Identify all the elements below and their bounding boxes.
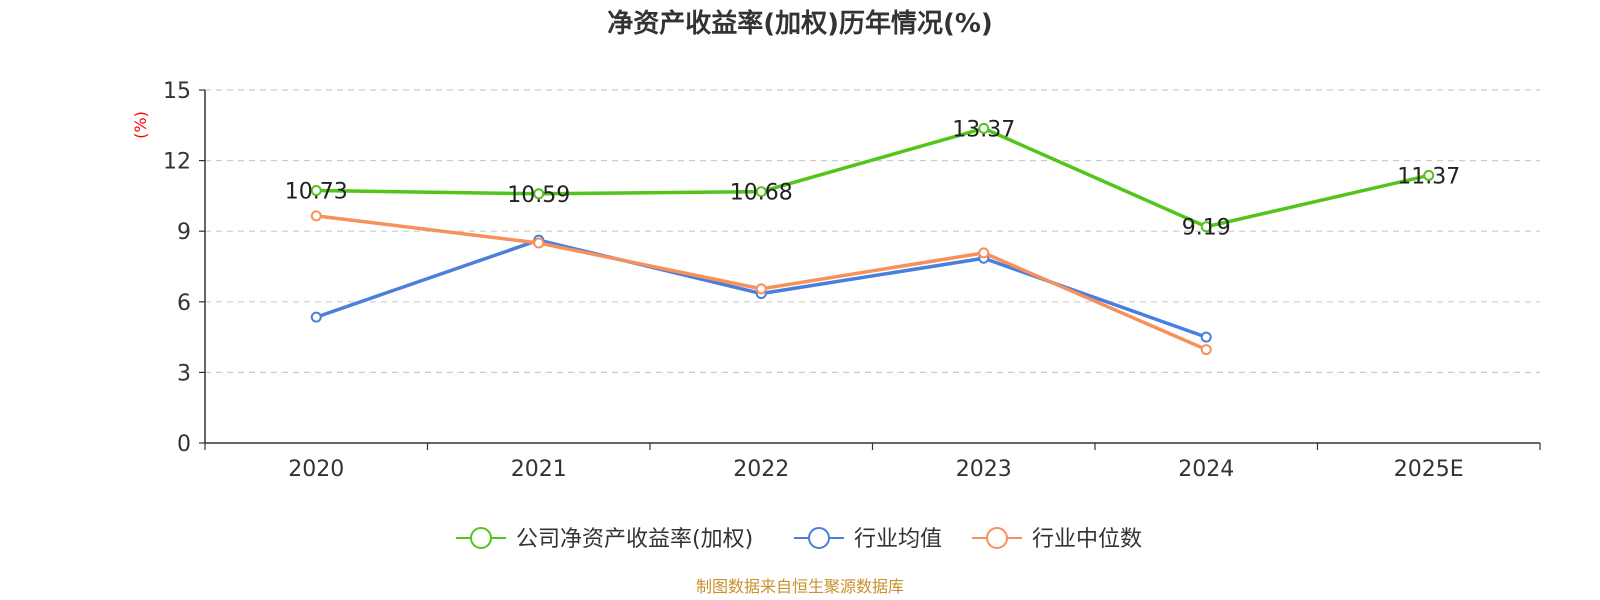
data-label-2020: 10.73 bbox=[285, 179, 348, 204]
series-line-0 bbox=[316, 126, 1430, 229]
y-tick-label-3: 3 bbox=[177, 361, 191, 386]
y-axis-unit: (%) bbox=[131, 111, 150, 139]
data-label-2024: 9.19 bbox=[1182, 216, 1231, 241]
series-0-point-2025E bbox=[1423, 169, 1435, 181]
x-tick-label-2020: 2020 bbox=[288, 457, 344, 482]
legend-label-2: 行业中位数 bbox=[1032, 527, 1142, 552]
x-tick-label-2025E: 2025E bbox=[1394, 457, 1464, 482]
data-labels: 10.73 10.59 10.68 13.37 9.19 11.37 bbox=[285, 117, 1460, 240]
y-tick-label-0: 0 bbox=[177, 432, 191, 457]
series-1-point-2020 bbox=[310, 311, 322, 323]
series-2-point-2023 bbox=[978, 247, 990, 259]
x-tick-label-2023: 2023 bbox=[956, 457, 1012, 482]
series-2-point-2024 bbox=[1200, 344, 1212, 356]
chart-title: 净资产收益率(加权)历年情况(%) bbox=[607, 8, 993, 39]
legend-label-0: 公司净资产收益率(加权) bbox=[516, 527, 753, 552]
x-tick-label-2021: 2021 bbox=[511, 457, 567, 482]
legend-label-1: 行业均值 bbox=[854, 527, 942, 552]
data-label-2023: 13.37 bbox=[952, 117, 1015, 142]
axes: 0 3 6 9 12 15 2020 2021 2022 2023 2024 2025E bbox=[163, 79, 1541, 482]
y-tick-label-15: 15 bbox=[163, 79, 191, 104]
series-0-point-2020 bbox=[310, 184, 322, 196]
series-1-point-2024 bbox=[1200, 331, 1212, 343]
series-line-2 bbox=[316, 214, 1207, 352]
series-0-point-2023 bbox=[978, 122, 990, 134]
x-tick-label-2022: 2022 bbox=[733, 457, 789, 482]
series-2-point-2022 bbox=[755, 283, 767, 295]
data-label-2022: 10.68 bbox=[730, 181, 793, 206]
series-0-point-2022 bbox=[755, 186, 767, 198]
series-0-point-2021 bbox=[533, 188, 545, 200]
legend-marker-1 bbox=[808, 527, 830, 549]
legend-marker-2 bbox=[986, 527, 1008, 549]
series-2-point-2021 bbox=[533, 237, 545, 249]
data-source-note: 制图数据来自恒生聚源数据库 bbox=[696, 577, 904, 596]
y-tick-label-12: 12 bbox=[163, 150, 191, 175]
series-2-point-2020 bbox=[310, 210, 322, 222]
legend: 公司净资产收益率(加权) 行业均值 行业中位数 bbox=[456, 527, 1142, 552]
y-tick-label-6: 6 bbox=[177, 291, 191, 316]
y-tick-label-9: 9 bbox=[177, 220, 191, 245]
grid-lines bbox=[205, 89, 1540, 373]
data-label-2021: 10.59 bbox=[507, 183, 570, 208]
x-tick-label-2024: 2024 bbox=[1178, 457, 1234, 482]
data-label-2025E: 11.37 bbox=[1397, 164, 1460, 189]
series-0-point-2024 bbox=[1200, 221, 1212, 233]
legend-marker-0 bbox=[470, 527, 492, 549]
series-lines bbox=[310, 122, 1435, 356]
